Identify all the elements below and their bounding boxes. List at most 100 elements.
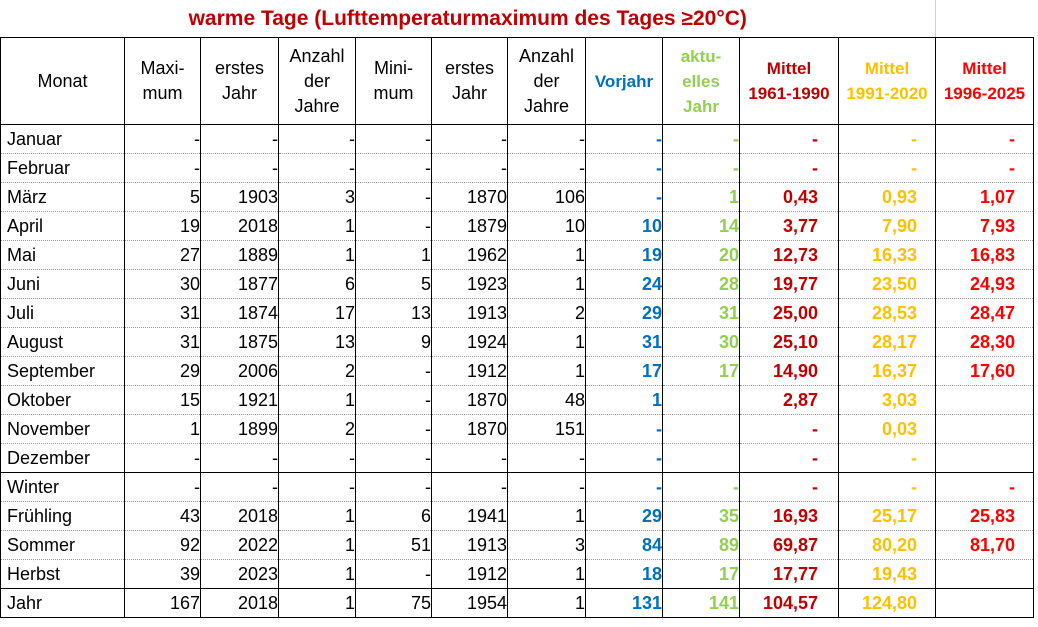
cell-maximum: - <box>124 124 201 154</box>
cell-mittel-1961: 25,10 <box>739 327 839 357</box>
cell-anzahl-max: 17 <box>278 298 356 328</box>
cell-mittel-1961: - <box>739 153 839 183</box>
cell-anzahl-max: 1 <box>278 211 356 241</box>
column-header-mittel-1996: Mittel 1996-2025 <box>935 37 1034 125</box>
cell-mittel-1961: 12,73 <box>739 240 839 270</box>
cell-erstes-jahr-max: 1889 <box>200 240 279 270</box>
table-row: Februar - - - - - - - - - - - <box>0 153 1034 183</box>
cell-mittel-1991: 19,43 <box>838 559 936 589</box>
cell-minimum: - <box>355 211 432 241</box>
cell-erstes-jahr-min: 1913 <box>431 530 508 560</box>
cell-mittel-1961: - <box>739 472 839 502</box>
cell-anzahl-min: 48 <box>507 385 586 415</box>
row-label: Herbst <box>0 559 125 589</box>
column-header-minimum: Mini-mum <box>355 37 432 125</box>
cell-erstes-jahr-max: 1877 <box>200 269 279 299</box>
cell-maximum: 31 <box>124 327 201 357</box>
cell-aktuelles-jahr: 20 <box>662 240 740 270</box>
cell-maximum: 27 <box>124 240 201 270</box>
column-header-vorjahr: Vorjahr <box>585 37 663 125</box>
cell-aktuelles-jahr: - <box>662 153 740 183</box>
cell-mittel-1996 <box>935 559 1034 589</box>
cell-anzahl-min: 3 <box>507 530 586 560</box>
row-label: November <box>0 414 125 444</box>
cell-aktuelles-jahr: 17 <box>662 356 740 386</box>
cell-maximum: 15 <box>124 385 201 415</box>
cell-anzahl-min: 106 <box>507 182 586 212</box>
row-label: Oktober <box>0 385 125 415</box>
cell-mittel-1961: 16,93 <box>739 501 839 531</box>
cell-anzahl-min: 1 <box>507 588 586 618</box>
column-header-mittel-1991: Mittel 1991-2020 <box>838 37 936 125</box>
cell-aktuelles-jahr: 30 <box>662 327 740 357</box>
cell-mittel-1996 <box>935 443 1034 473</box>
cell-maximum: 43 <box>124 501 201 531</box>
cell-erstes-jahr-max: - <box>200 443 279 473</box>
cell-aktuelles-jahr: 1 <box>662 182 740 212</box>
cell-anzahl-max: - <box>278 443 356 473</box>
cell-mittel-1996 <box>935 588 1034 618</box>
cell-minimum: - <box>355 443 432 473</box>
table-row: April 19 2018 1-1879 10 10 14 3,77 7,90 7,93 <box>0 211 1034 241</box>
cell-aktuelles-jahr: 17 <box>662 559 740 589</box>
table-title: warme Tage (Lufttemperaturmaximum des Ta… <box>0 0 936 38</box>
cell-erstes-jahr-max: - <box>200 124 279 154</box>
cell-erstes-jahr-min: 1879 <box>431 211 508 241</box>
column-header-line: Vorjahr <box>594 71 654 91</box>
cell-aktuelles-jahr: 89 <box>662 530 740 560</box>
column-header-line: Jahr <box>451 83 487 103</box>
column-header-line: mum <box>373 83 414 103</box>
column-header-line: Mini- <box>374 58 413 78</box>
column-header-line: mum <box>142 83 183 103</box>
cell-anzahl-max: 13 <box>278 327 356 357</box>
cell-mittel-1991: - <box>838 153 936 183</box>
column-header-line: Jahre <box>523 95 570 116</box>
cell-vorjahr: 17 <box>585 356 663 386</box>
cell-vorjahr: 29 <box>585 298 663 328</box>
cell-aktuelles-jahr: 28 <box>662 269 740 299</box>
cell-mittel-1961: 14,90 <box>739 356 839 386</box>
column-header-line: Mittel <box>962 59 1007 78</box>
cell-anzahl-min: - <box>507 472 586 502</box>
cell-aktuelles-jahr: 35 <box>662 501 740 531</box>
cell-vorjahr: - <box>585 182 663 212</box>
table-row: November 1 1899 2-1870 151- -0,03 <box>0 414 1034 444</box>
table-row: Mai 27 1889 1 1 1962 1 19 20 12,73 16,33 16,83 <box>0 240 1034 270</box>
cell-mittel-1996: 17,60 <box>935 356 1034 386</box>
row-label: August <box>0 327 125 357</box>
cell-mittel-1961: 0,43 <box>739 182 839 212</box>
table-row: September 29 2006 2-1912 1 17 17 14,90 16,37 17,6… <box>0 356 1034 386</box>
cell-vorjahr: 31 <box>585 327 663 357</box>
cell-mittel-1991: 7,90 <box>838 211 936 241</box>
cell-vorjahr: - <box>585 153 663 183</box>
column-header-monat: Monat <box>0 37 125 125</box>
column-header-line: aktu- <box>680 46 722 66</box>
column-header-line: Jahr <box>221 83 257 103</box>
cell-anzahl-min: 151 <box>507 414 586 444</box>
cell-anzahl-max: 2 <box>278 414 356 444</box>
cell-mittel-1991: 16,37 <box>838 356 936 386</box>
cell-anzahl-max: 1 <box>278 240 356 270</box>
cell-minimum: 75 <box>355 588 432 618</box>
cell-mittel-1991: - <box>838 124 936 154</box>
table-row: August 31 1875 13 9 1924 1 31 30 25,10 28,17 28,30 <box>0 327 1034 357</box>
cell-mittel-1961: 25,00 <box>739 298 839 328</box>
cell-mittel-1991: - <box>838 472 936 502</box>
cell-mittel-1991: 0,93 <box>838 182 936 212</box>
cell-erstes-jahr-max: 1875 <box>200 327 279 357</box>
row-label: Winter <box>0 472 125 502</box>
column-header-line: der <box>533 70 560 91</box>
cell-minimum: - <box>355 414 432 444</box>
cell-erstes-jahr-max: 2022 <box>200 530 279 560</box>
cell-anzahl-max: - <box>278 153 356 183</box>
cell-mittel-1996 <box>935 414 1034 444</box>
cell-anzahl-max: 1 <box>278 530 356 560</box>
cell-erstes-jahr-max: 2023 <box>200 559 279 589</box>
cell-anzahl-min: 10 <box>507 211 586 241</box>
column-header-line: Jahre <box>294 95 340 116</box>
cell-erstes-jahr-max: 1903 <box>200 182 279 212</box>
row-label: Jahr <box>0 588 125 618</box>
cell-minimum: 1 <box>355 240 432 270</box>
cell-erstes-jahr-min: 1870 <box>431 414 508 444</box>
